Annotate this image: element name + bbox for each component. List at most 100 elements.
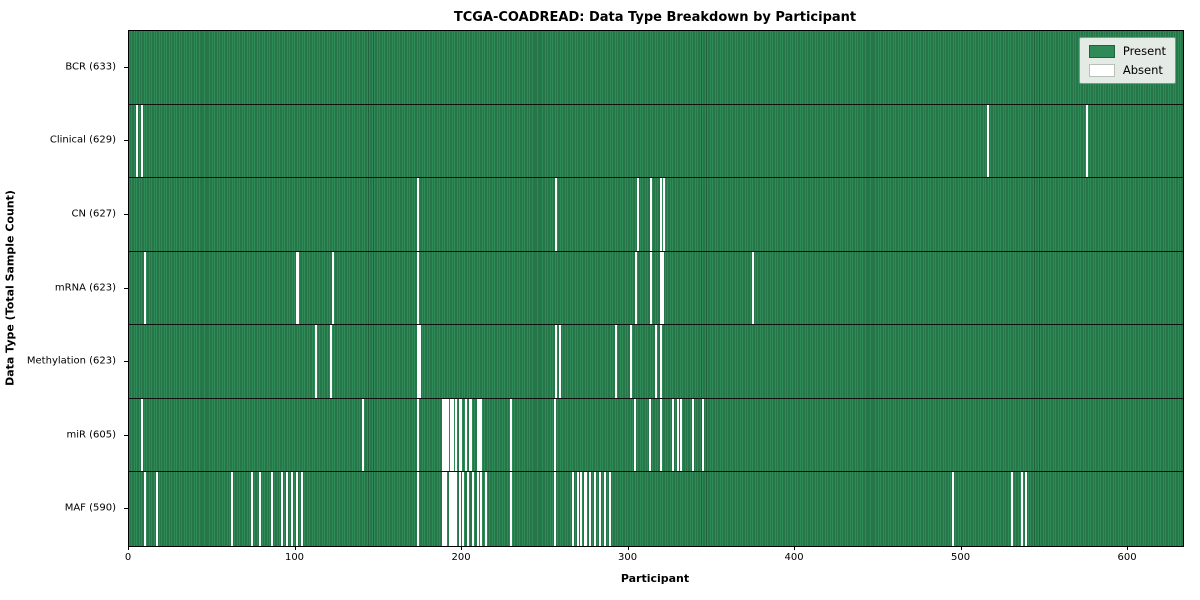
absent-stripe — [485, 472, 488, 546]
absent-stripe — [480, 472, 483, 546]
absent-stripe — [450, 472, 453, 546]
x-tick-label: 600 — [1117, 552, 1137, 563]
absent-stripe — [143, 472, 146, 546]
x-axis: 0 100 200 300 400 500 600 — [124, 546, 1182, 568]
absent-stripe — [648, 398, 651, 472]
absent-stripe — [460, 398, 463, 472]
absent-stripe — [580, 472, 583, 546]
absent-stripe — [453, 472, 456, 546]
absent-stripe — [462, 472, 465, 546]
absent-stripe — [608, 472, 611, 546]
absent-stripe — [603, 472, 606, 546]
absent-stripe — [290, 472, 293, 546]
chart-title: TCGA-COADREAD: Data Type Breakdown by Pa… — [453, 10, 857, 25]
x-tick-mark — [1127, 546, 1129, 550]
absent-stripe — [553, 472, 556, 546]
absent-stripe — [270, 472, 273, 546]
absent-stripe — [593, 472, 596, 546]
absent-stripe — [143, 251, 146, 325]
legend-swatch-absent — [1088, 63, 1115, 77]
row-label-cn: CN (627) — [71, 208, 116, 220]
absent-stripe — [615, 325, 618, 398]
row-label-clinical: Clinical (629) — [49, 134, 116, 146]
absent-stripe — [155, 472, 158, 546]
absent-stripe — [701, 398, 704, 472]
y-tick-mark — [124, 140, 128, 142]
absent-stripe — [445, 472, 448, 546]
y-tick-mark — [124, 434, 128, 436]
absent-stripe — [676, 398, 679, 472]
x-tick-label: 200 — [451, 552, 471, 563]
legend-label: Absent — [1122, 63, 1163, 77]
heatmap-row-maf — [129, 472, 1183, 546]
absent-stripe — [472, 472, 474, 546]
x-tick-label: 500 — [950, 552, 971, 563]
absent-stripe — [135, 104, 138, 178]
absent-stripe — [297, 251, 300, 325]
absent-stripe — [465, 398, 468, 472]
absent-stripe — [635, 251, 638, 325]
absent-stripe — [417, 472, 420, 546]
absent-stripe — [555, 325, 558, 398]
absent-stripe — [660, 398, 663, 472]
absent-stripe — [951, 472, 954, 546]
absent-stripe — [140, 398, 143, 472]
absent-stripe — [295, 251, 298, 325]
absent-stripe — [585, 472, 588, 546]
absent-stripe — [467, 472, 469, 546]
absent-stripe — [583, 472, 586, 546]
absent-stripe — [1086, 104, 1089, 178]
absent-stripe — [510, 472, 513, 546]
row-label-mrna: mRNA (623) — [54, 282, 116, 293]
x-tick-mark — [461, 546, 463, 550]
absent-stripe — [455, 472, 458, 546]
absent-stripe — [417, 178, 420, 251]
heatmap-row-cn — [129, 178, 1183, 252]
absent-stripe — [300, 472, 303, 546]
absent-stripe — [452, 472, 455, 546]
row-label-bcr: BCR (633) — [65, 61, 116, 73]
x-axis-label: Participant — [620, 572, 690, 585]
y-tick-mark — [124, 66, 128, 68]
y-tick-mark — [124, 361, 128, 363]
absent-stripe — [280, 472, 283, 546]
x-tick-label: 400 — [784, 552, 804, 563]
x-tick-mark — [960, 546, 962, 550]
absent-stripe — [663, 178, 666, 251]
absent-stripe — [468, 398, 471, 472]
absent-stripe — [1011, 472, 1014, 546]
legend-label: Present — [1122, 44, 1166, 58]
absent-stripe — [680, 398, 683, 472]
absent-stripe — [986, 104, 989, 178]
absent-stripe — [445, 398, 448, 472]
absent-stripe — [285, 472, 288, 546]
absent-stripe — [553, 398, 556, 472]
absent-stripe — [442, 398, 445, 472]
legend-swatch-present — [1088, 44, 1115, 58]
row-label-mir: miR (605) — [66, 429, 116, 441]
heatmap-row-mrna — [129, 251, 1183, 326]
absent-stripe — [448, 472, 451, 546]
x-tick-label: 0 — [124, 552, 132, 563]
absent-stripe — [478, 398, 481, 472]
absent-stripe — [452, 398, 455, 472]
absent-stripe — [1021, 472, 1024, 546]
absent-stripe — [417, 398, 420, 472]
x-tick-mark — [294, 546, 296, 550]
heatmap-row-methylation — [129, 325, 1183, 399]
absent-stripe — [418, 325, 421, 398]
absent-stripe — [588, 472, 591, 546]
absent-stripe — [691, 398, 694, 472]
absent-stripe — [480, 398, 483, 472]
absent-stripe — [250, 472, 253, 546]
absent-stripe — [660, 325, 663, 398]
heatmap-row-clinical — [129, 104, 1183, 179]
absent-stripe — [571, 472, 574, 546]
absent-stripe — [443, 398, 446, 472]
y-tick-mark — [124, 213, 128, 215]
absent-stripe — [576, 472, 579, 546]
absent-stripe — [330, 325, 333, 398]
absent-stripe — [655, 325, 658, 398]
heatmap-row-bcr — [129, 31, 1183, 105]
